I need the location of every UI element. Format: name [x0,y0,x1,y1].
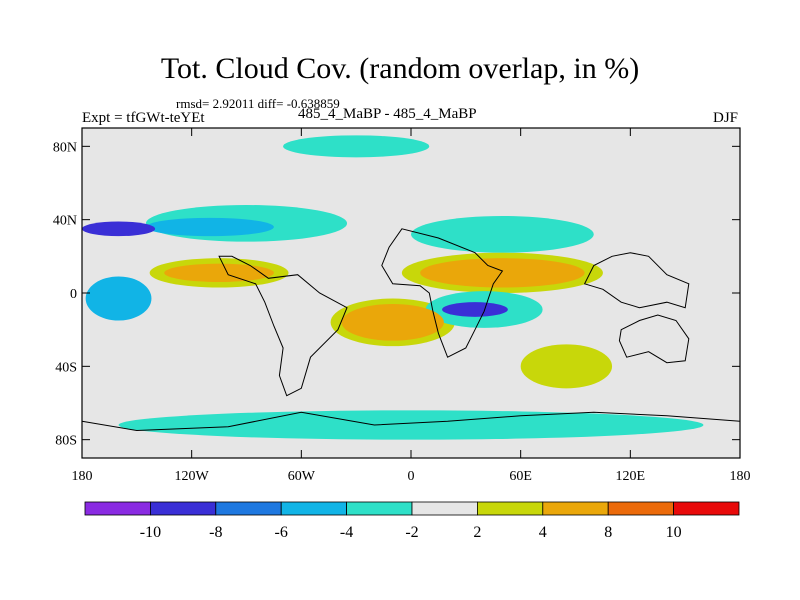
colorbar-swatch [84,501,151,516]
colorbar-swatch [346,501,413,516]
contour-west-pacific-min [82,221,156,237]
rmsd-diff-stats: rmsd= 2.92011 diff= -0.638859 [176,96,340,111]
contour-tropical-pacific-positive [164,263,274,283]
colorbar-label: 2 [473,524,481,541]
colorbar-label: 4 [539,524,547,541]
colorbar-swatch [476,501,544,516]
colorbar-swatch [542,501,609,516]
lon-tick-label: 0 [408,469,415,484]
colorbar-label: 10 [666,524,682,541]
colorbar-label: -10 [140,524,161,541]
contour-north-indian-negative [411,216,594,253]
lat-tick-label: 80N [53,140,77,155]
colorbar: -10 -8 -6 -4 -2 2 4 8 10 [84,501,740,541]
map-background [82,128,740,458]
contour-tropical-indian-positive [420,258,585,288]
contour-north-pacific-core [145,217,274,237]
lat-tick-label: 40S [55,360,77,375]
land-outline [618,314,690,364]
contour-atlantic-north-patch [283,135,430,158]
plot-title: Tot. Cloud Cov. (random overlap, in %) [160,52,640,85]
colorbar-label: 8 [604,524,612,541]
comparison-label: 485_4_MaBP - 485_4_MaBP [298,106,477,122]
continent-outlines [81,228,741,432]
colorbar-swatch [215,501,282,516]
land-outline [81,411,741,432]
land-outline [381,228,504,358]
colorbar-swatch [673,501,740,516]
lat-tick-label: 80S [55,434,77,449]
experiment-label: Expt = tfGWt-teYEt [82,110,205,126]
lon-tick-label: 60E [509,469,532,484]
lon-tick-label: 120E [616,469,646,484]
contour-south-atlantic-positive [341,304,444,341]
lat-tick-label: 40N [53,214,77,229]
colorbar-label: -8 [209,524,222,541]
colorbar-label: -2 [405,524,418,541]
contour-west-pacific-equatorial-low [85,276,152,321]
colorbar-swatch [149,501,217,516]
land-outline [583,252,690,309]
season-label: DJF [712,110,738,126]
lon-tick-label: 180 [72,469,93,484]
colorbar-label: -4 [340,524,353,541]
contour-southern-ocean-band [118,410,704,440]
lat-tick-label: 0 [70,287,77,302]
colorbar-label: -6 [275,524,288,541]
colorbar-swatch [411,501,478,516]
colorbar-swatch [280,501,348,516]
colorbar-swatch [607,501,675,516]
map-content [82,128,740,458]
contour-australia-positive [520,344,613,389]
land-outline [218,255,348,397]
lon-tick-label: 60W [288,469,316,484]
contour-indian-ocean-core [442,302,508,317]
lon-tick-label: 120W [175,469,210,484]
map-axes: 80N 40N 0 40S 80S 180 120W 60W 0 60E 120E 180 [53,127,751,484]
lon-tick-label: 180 [730,469,751,484]
